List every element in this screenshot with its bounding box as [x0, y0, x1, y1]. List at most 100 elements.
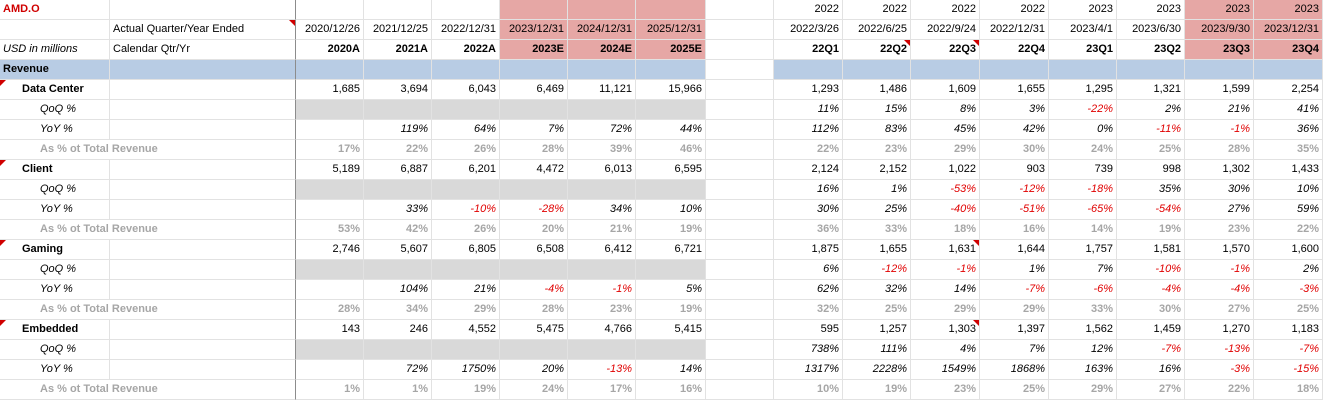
qoq-cell[interactable]: 30%: [1185, 180, 1254, 200]
grey-cell[interactable]: [432, 100, 500, 120]
grey-cell[interactable]: [432, 180, 500, 200]
annual-share-cell[interactable]: 29%: [432, 300, 500, 320]
qoq-cell[interactable]: -12%: [980, 180, 1049, 200]
annual-yoy-cell[interactable]: 119%: [364, 120, 432, 140]
section-title[interactable]: Revenue: [0, 60, 110, 80]
quarter-value-cell[interactable]: 903: [980, 160, 1049, 180]
blank-cell[interactable]: [296, 0, 364, 20]
annual-share-cell[interactable]: 28%: [296, 300, 364, 320]
qoq-cell[interactable]: 2%: [1117, 100, 1185, 120]
annual-value-cell[interactable]: 6,721: [636, 240, 706, 260]
blank-cell[interactable]: [110, 80, 296, 100]
quarter-period-cell[interactable]: 23Q2: [1117, 40, 1185, 60]
spacer-cell[interactable]: [706, 60, 774, 80]
spacer-cell[interactable]: [706, 100, 774, 120]
quarter-value-cell[interactable]: 1,631: [911, 240, 980, 260]
annual-yoy-cell[interactable]: -10%: [432, 200, 500, 220]
quarter-yoy-cell[interactable]: -7%: [980, 280, 1049, 300]
quarter-share-cell[interactable]: 36%: [774, 220, 843, 240]
quarter-date-cell[interactable]: 2023/4/1: [1049, 20, 1117, 40]
section-band[interactable]: [1254, 60, 1323, 80]
grey-cell[interactable]: [500, 100, 568, 120]
section-band[interactable]: [1185, 60, 1254, 80]
quarter-share-cell[interactable]: 25%: [1254, 300, 1323, 320]
quarter-yoy-cell[interactable]: -3%: [1185, 360, 1254, 380]
qoq-label[interactable]: QoQ %: [0, 100, 110, 120]
quarter-yoy-cell[interactable]: -4%: [1185, 280, 1254, 300]
quarter-yoy-cell[interactable]: 59%: [1254, 200, 1323, 220]
segment-name[interactable]: Client: [0, 160, 110, 180]
annual-value-cell[interactable]: 1,685: [296, 80, 364, 100]
grey-cell[interactable]: [636, 100, 706, 120]
quarter-period-cell[interactable]: 22Q3: [911, 40, 980, 60]
annual-yoy-cell[interactable]: 5%: [636, 280, 706, 300]
quarter-yoy-cell[interactable]: 83%: [843, 120, 911, 140]
qoq-cell[interactable]: -1%: [1185, 260, 1254, 280]
grey-cell[interactable]: [568, 180, 636, 200]
qoq-cell[interactable]: 2%: [1254, 260, 1323, 280]
qoq-cell[interactable]: 111%: [843, 340, 911, 360]
grey-cell[interactable]: [568, 260, 636, 280]
blank-cell[interactable]: [110, 100, 296, 120]
quarter-share-cell[interactable]: 22%: [1254, 220, 1323, 240]
qoq-cell[interactable]: 7%: [980, 340, 1049, 360]
quarter-yoy-cell[interactable]: -4%: [1117, 280, 1185, 300]
quarter-year-cell[interactable]: 2023: [1254, 0, 1323, 20]
annual-value-cell[interactable]: 5,475: [500, 320, 568, 340]
annual-yoy-cell[interactable]: 10%: [636, 200, 706, 220]
grey-cell[interactable]: [636, 340, 706, 360]
qoq-cell[interactable]: 8%: [911, 100, 980, 120]
quarter-share-cell[interactable]: 30%: [980, 140, 1049, 160]
annual-share-cell[interactable]: 17%: [296, 140, 364, 160]
quarter-yoy-cell[interactable]: 32%: [843, 280, 911, 300]
quarter-period-cell[interactable]: 23Q4: [1254, 40, 1323, 60]
quarter-value-cell[interactable]: 1,302: [1185, 160, 1254, 180]
grey-cell[interactable]: [364, 340, 432, 360]
spacer-cell[interactable]: [706, 180, 774, 200]
quarter-yoy-cell[interactable]: -3%: [1254, 280, 1323, 300]
quarter-share-cell[interactable]: 32%: [774, 300, 843, 320]
quarter-year-cell[interactable]: 2022: [843, 0, 911, 20]
quarter-share-cell[interactable]: 29%: [911, 140, 980, 160]
quarter-value-cell[interactable]: 1,022: [911, 160, 980, 180]
quarter-share-cell[interactable]: 27%: [1117, 380, 1185, 400]
quarter-share-cell[interactable]: 33%: [1049, 300, 1117, 320]
quarter-year-cell[interactable]: 2023: [1117, 0, 1185, 20]
grey-cell[interactable]: [296, 260, 364, 280]
quarter-value-cell[interactable]: 1,270: [1185, 320, 1254, 340]
quarter-year-cell[interactable]: 2023: [1185, 0, 1254, 20]
quarter-value-cell[interactable]: 1,655: [843, 240, 911, 260]
quarter-value-cell[interactable]: 1,293: [774, 80, 843, 100]
annual-value-cell[interactable]: 4,766: [568, 320, 636, 340]
quarter-yoy-cell[interactable]: -11%: [1117, 120, 1185, 140]
spacer-cell[interactable]: [706, 240, 774, 260]
annual-yoy-cell[interactable]: 33%: [364, 200, 432, 220]
quarter-share-cell[interactable]: 24%: [1049, 140, 1117, 160]
annual-date-cell[interactable]: 2022/12/31: [432, 20, 500, 40]
quarter-value-cell[interactable]: 1,295: [1049, 80, 1117, 100]
spacer-cell[interactable]: [706, 360, 774, 380]
annual-yoy-cell[interactable]: 14%: [636, 360, 706, 380]
annual-share-cell[interactable]: 34%: [364, 300, 432, 320]
blank-cell[interactable]: [110, 180, 296, 200]
grey-cell[interactable]: [296, 180, 364, 200]
quarter-value-cell[interactable]: 1,486: [843, 80, 911, 100]
segment-name[interactable]: Data Center: [0, 80, 110, 100]
spacer-cell[interactable]: [706, 280, 774, 300]
grey-cell[interactable]: [500, 180, 568, 200]
annual-value-cell[interactable]: 6,595: [636, 160, 706, 180]
section-band[interactable]: [774, 60, 843, 80]
quarter-share-cell[interactable]: 29%: [911, 300, 980, 320]
annual-share-cell[interactable]: 19%: [432, 380, 500, 400]
quarter-date-cell[interactable]: 2023/12/31: [1254, 20, 1323, 40]
quarter-yoy-cell[interactable]: -40%: [911, 200, 980, 220]
blank-cell[interactable]: [364, 0, 432, 20]
quarter-share-cell[interactable]: 14%: [1049, 220, 1117, 240]
spacer-cell[interactable]: [706, 260, 774, 280]
annual-value-cell[interactable]: 5,415: [636, 320, 706, 340]
quarter-share-cell[interactable]: 30%: [1117, 300, 1185, 320]
annual-value-cell[interactable]: 3,694: [364, 80, 432, 100]
quarter-yoy-cell[interactable]: 14%: [911, 280, 980, 300]
blank-cell[interactable]: [110, 240, 296, 260]
quarter-period-cell[interactable]: 23Q3: [1185, 40, 1254, 60]
